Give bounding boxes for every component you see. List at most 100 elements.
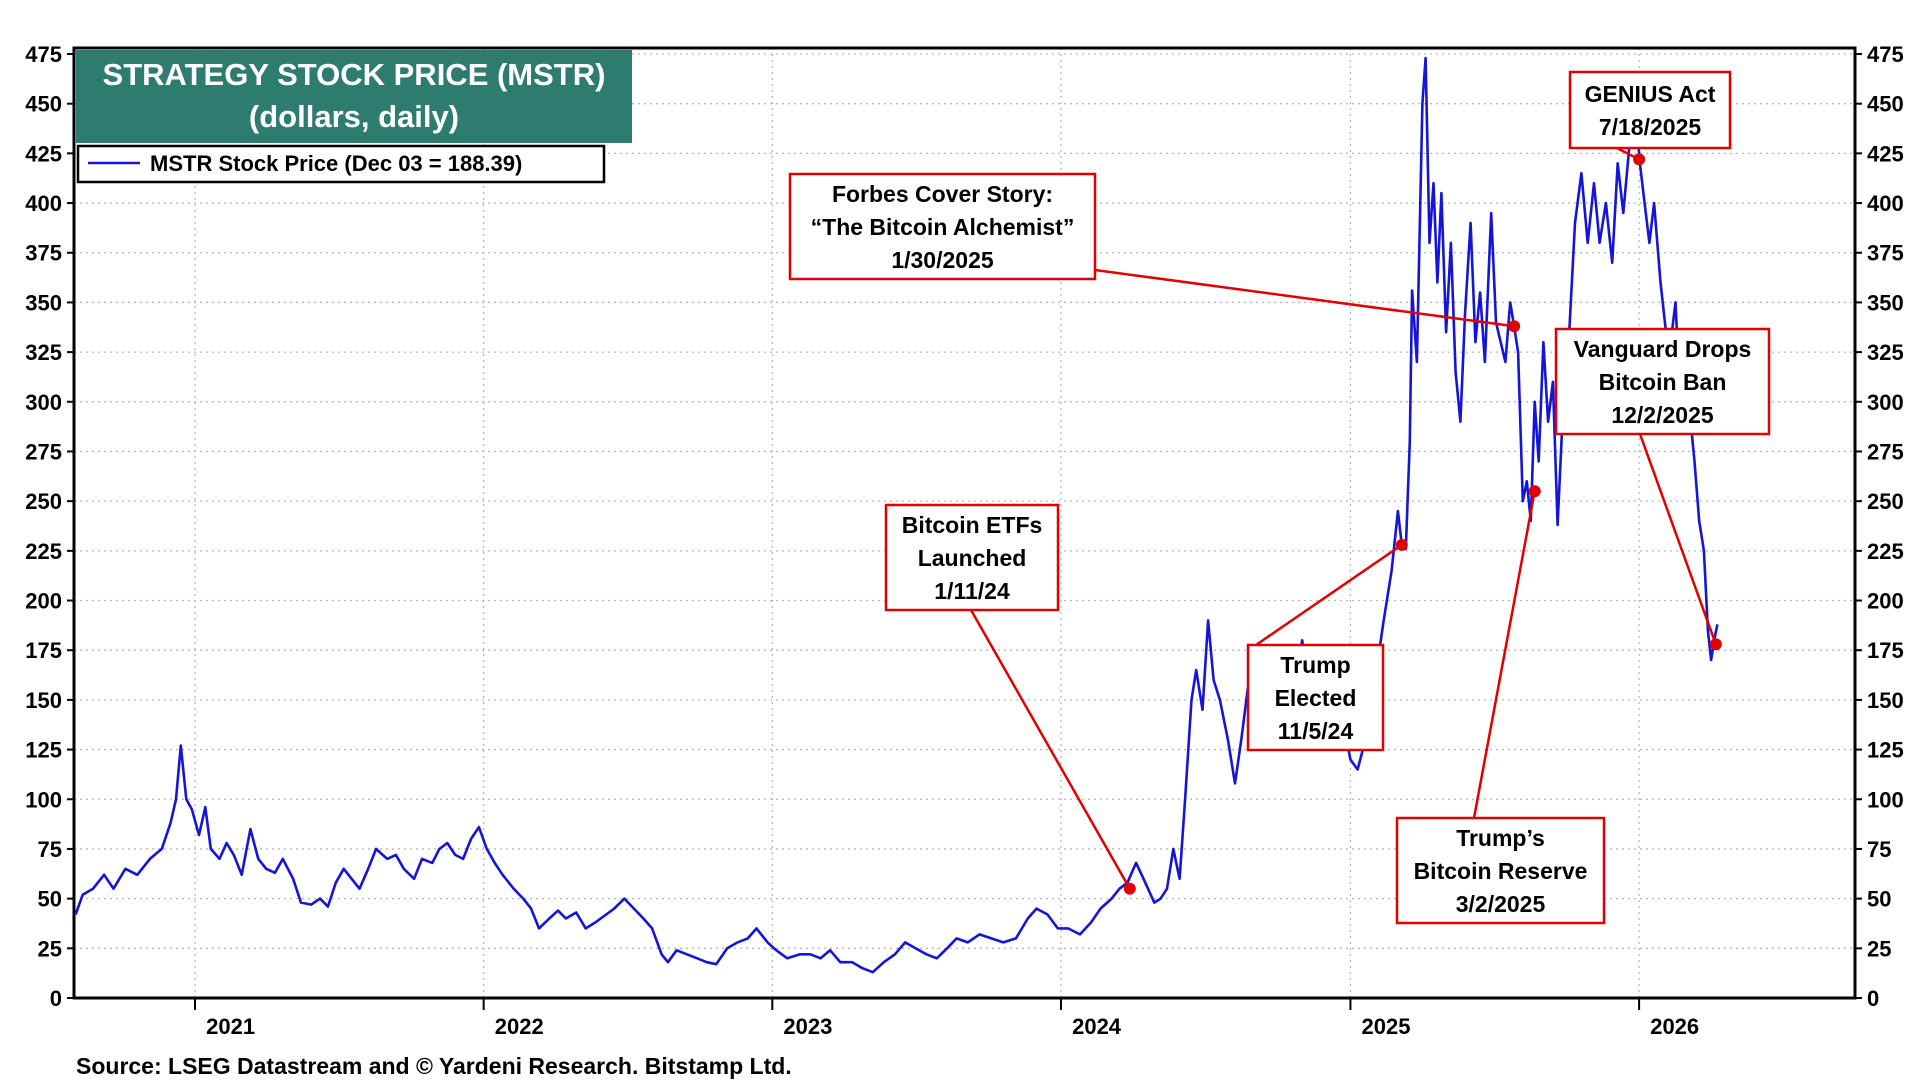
y-tick-label-right: 275 [1867, 439, 1904, 464]
annotation-text: 1/30/2025 [891, 247, 994, 273]
annotation-text: Forbes Cover Story: [832, 181, 1053, 207]
annotation-marker [1123, 882, 1136, 895]
x-tick-label: 2021 [206, 1014, 255, 1039]
legend-label: MSTR Stock Price (Dec 03 = 188.39) [150, 151, 522, 176]
annotation-trump-elected: Trump Elected 11/5/24 [1246, 538, 1408, 752]
annotation-box [788, 172, 1097, 281]
y-tick-label-left: 225 [25, 539, 62, 564]
y-tick-label-right: 50 [1867, 887, 1891, 912]
annotation-marker [1395, 538, 1408, 551]
y-tick-label-left: 375 [25, 241, 62, 266]
y-tick-label-right: 450 [1867, 92, 1904, 117]
annotation-box [1568, 70, 1732, 150]
annotation-text: “The Bitcoin Alchemist” [811, 214, 1075, 240]
annotation-leader [1472, 490, 1536, 819]
y-tick-label-right: 325 [1867, 340, 1904, 365]
y-tick-label-right: 225 [1867, 539, 1904, 564]
chart-title-box: STRATEGY STOCK PRICE (MSTR) (dollars, da… [76, 50, 632, 143]
x-axis: 2021 2022 2023 2024 2025 2026 [194, 998, 1699, 1039]
source-note: Source: LSEG Datastream and © Yardeni Re… [76, 1053, 792, 1079]
y-tick-label-left: 100 [25, 787, 62, 812]
annotation-box [1554, 327, 1771, 436]
annotation-leader [1638, 433, 1717, 645]
y-tick-label-left: 300 [25, 390, 62, 415]
y-tick-label-left: 450 [25, 92, 62, 117]
y-tick-label-right: 125 [1867, 738, 1904, 763]
y-tick-label-right: 25 [1867, 936, 1891, 961]
y-tick-label-left: 475 [25, 42, 62, 67]
y-tick-label-left: 125 [25, 738, 62, 763]
annotation-genius-act: GENIUS Act 7/18/2025 [1568, 70, 1732, 166]
y-tick-label-right: 400 [1867, 191, 1904, 216]
y-tick-label-left: 250 [25, 489, 62, 514]
annotation-text: Vanguard Drops [1574, 336, 1752, 362]
grid-lines [74, 48, 1855, 998]
x-tick-label: 2026 [1650, 1014, 1699, 1039]
plot-frame [72, 46, 1857, 1000]
annotation-leader [1094, 268, 1515, 328]
annotation-text: 11/5/24 [1278, 718, 1354, 744]
annotation-text: 7/18/2025 [1599, 114, 1702, 140]
annotation-marker [1633, 153, 1646, 166]
annotation-vanguard: Vanguard Drops Bitcoin Ban 12/2/2025 [1554, 327, 1771, 651]
annotation-text: 12/2/2025 [1611, 402, 1714, 428]
y-tick-label-right: 100 [1867, 787, 1904, 812]
annotation-text: Bitcoin ETFs [902, 512, 1043, 538]
y-tick-label-left: 175 [25, 638, 62, 663]
y-tick-label-right: 300 [1867, 390, 1904, 415]
y-tick-label-left: 150 [25, 688, 62, 713]
y-tick-label-left: 350 [25, 290, 62, 315]
y-tick-label-right: 425 [1867, 141, 1904, 166]
annotation-bitcoin-reserve: Trump’s Bitcoin Reserve 3/2/2025 [1395, 485, 1606, 925]
y-tick-label-right: 150 [1867, 688, 1904, 713]
y-axis-left: 4754504254003753503253002752502252001751… [25, 42, 74, 1011]
annotation-marker [1508, 320, 1521, 333]
y-axis-right: 4754504254003753503253002752502252001751… [1855, 42, 1904, 1011]
annotation-leader [969, 609, 1131, 890]
annotation-box [1395, 816, 1606, 925]
annotation-leader [1255, 543, 1403, 647]
annotation-box [1246, 643, 1385, 752]
x-tick-label: 2023 [783, 1014, 832, 1039]
annotation-text: GENIUS Act [1585, 81, 1716, 107]
annotation-text: Trump’s [1456, 825, 1545, 851]
annotation-text: Elected [1275, 685, 1357, 711]
annotation-text: 1/11/24 [934, 578, 1010, 604]
y-tick-label-left: 275 [25, 439, 62, 464]
annotation-marker [1528, 485, 1541, 498]
annotation-bitcoin-etfs: Bitcoin ETFs Launched 1/11/24 [884, 503, 1136, 895]
y-tick-label-left: 200 [25, 589, 62, 614]
x-tick-label: 2022 [495, 1014, 544, 1039]
y-tick-label-left: 325 [25, 340, 62, 365]
y-tick-label-left: 0 [50, 986, 62, 1011]
y-tick-label-right: 200 [1867, 589, 1904, 614]
title-background [76, 50, 632, 143]
annotation-forbes: Forbes Cover Story: “The Bitcoin Alchemis… [788, 172, 1521, 333]
annotation-text: Bitcoin Ban [1599, 369, 1727, 395]
y-tick-label-right: 475 [1867, 42, 1904, 67]
annotation-text: 3/2/2025 [1456, 891, 1546, 917]
annotations: Bitcoin ETFs Launched 1/11/24 Trump Elected 1… [788, 70, 1771, 925]
annotation-text: Launched [918, 545, 1027, 571]
y-tick-label-left: 50 [38, 887, 62, 912]
y-tick-label-right: 0 [1867, 986, 1879, 1011]
annotation-box [884, 503, 1060, 612]
legend: MSTR Stock Price (Dec 03 = 188.39) [76, 144, 606, 184]
chart-subtitle: (dollars, daily) [249, 99, 459, 134]
y-tick-label-right: 250 [1867, 489, 1904, 514]
y-tick-label-left: 400 [25, 191, 62, 216]
y-tick-label-right: 350 [1867, 290, 1904, 315]
annotation-text: Trump [1280, 652, 1350, 678]
x-tick-label: 2024 [1072, 1014, 1122, 1039]
y-tick-label-left: 25 [38, 936, 62, 961]
y-tick-label-right: 175 [1867, 638, 1904, 663]
y-tick-label-left: 425 [25, 141, 62, 166]
mstr-price-line [74, 56, 1719, 974]
annotation-marker [1709, 638, 1722, 651]
y-tick-label-left: 75 [38, 837, 62, 862]
chart-title: STRATEGY STOCK PRICE (MSTR) [103, 57, 606, 92]
y-tick-label-right: 75 [1867, 837, 1891, 862]
legend-frame [76, 144, 606, 184]
y-tick-label-right: 375 [1867, 241, 1904, 266]
